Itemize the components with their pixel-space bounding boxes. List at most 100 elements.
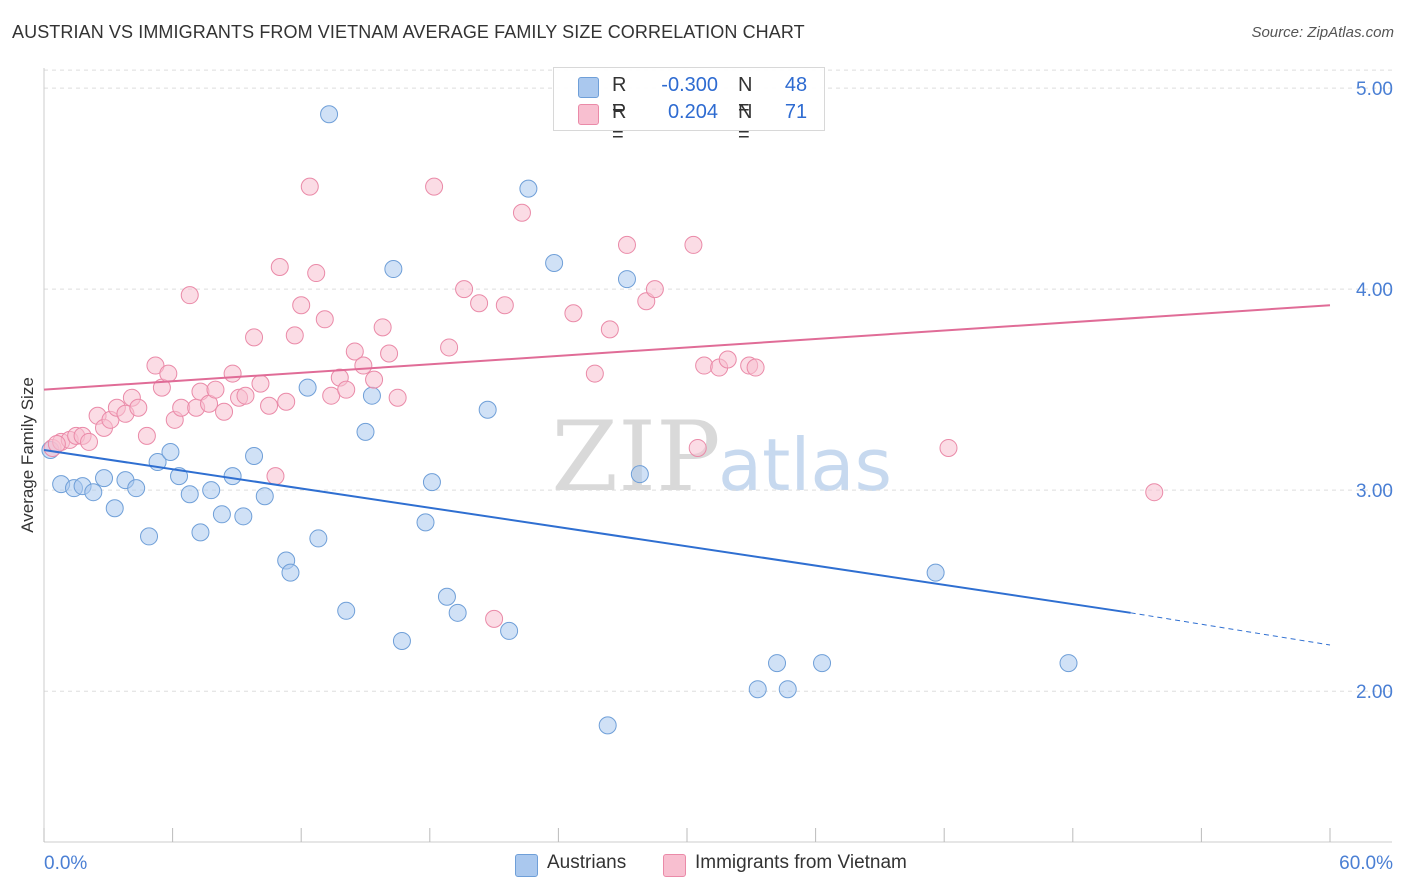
- legend-n-label: N =: [738, 74, 753, 119]
- austrians-point: [127, 479, 146, 498]
- vietnam-legend-swatch: [663, 854, 686, 877]
- chart-title: AUSTRIAN VS IMMIGRANTS FROM VIETNAM AVER…: [12, 22, 805, 42]
- vietnam-point: [939, 438, 958, 457]
- vietnam-point: [455, 280, 474, 299]
- vietnam-point: [1145, 483, 1164, 502]
- austrians-point: [813, 654, 832, 673]
- vietnam-point: [718, 350, 737, 369]
- austrians-point: [768, 654, 787, 673]
- legend-r-value: 0.204: [667, 101, 718, 123]
- vietnam-point: [215, 402, 234, 421]
- vietnam-point: [388, 388, 407, 407]
- vietnam-point: [80, 432, 99, 451]
- austrians-point: [245, 447, 264, 466]
- legend-n-label: N =: [738, 101, 753, 146]
- austrians-point: [926, 563, 945, 582]
- austrians-point: [255, 487, 274, 506]
- austrians-point: [356, 422, 375, 441]
- vietnam-points: [43, 177, 1164, 628]
- austrians-point: [84, 483, 103, 502]
- austrians-point: [519, 179, 538, 198]
- austrians-swatch: [578, 77, 599, 98]
- vietnam-trend-line: [43, 304, 1331, 391]
- austrians-trend-line: [43, 448, 1131, 614]
- legend-n-value: 71: [784, 101, 808, 123]
- trend-lines: [43, 304, 1331, 646]
- austrians-point: [748, 680, 767, 699]
- austrians-point: [212, 505, 231, 524]
- vietnam-point: [300, 177, 319, 196]
- vietnam-point: [425, 177, 444, 196]
- vietnam-point: [495, 296, 514, 315]
- watermark-zip: ZIP: [551, 401, 720, 513]
- austrians-point: [161, 442, 180, 461]
- austrians-point: [105, 499, 124, 518]
- vietnam-point: [270, 258, 289, 277]
- vietnam-point: [206, 380, 225, 399]
- vietnam-point: [251, 374, 270, 393]
- y-tick-label: 3.00: [1356, 481, 1393, 502]
- austrians-point: [630, 465, 649, 484]
- y-tick-label: 2.00: [1356, 682, 1393, 703]
- austrians-point: [281, 563, 300, 582]
- vietnam-point: [285, 326, 304, 345]
- austrians-point: [500, 621, 519, 640]
- austrians-point: [778, 680, 797, 699]
- austrians-point: [416, 513, 435, 532]
- vietnam-point: [380, 344, 399, 363]
- austrians-point: [545, 254, 564, 273]
- austrians-point: [337, 601, 356, 620]
- tick-labels: 2.00 3.00 4.00 5.00 0.0% 60.0%: [44, 79, 1393, 874]
- vietnam-point: [440, 338, 459, 357]
- vietnam-point: [266, 467, 285, 486]
- watermark-atlas: atlas: [718, 423, 892, 507]
- vietnam-point: [600, 320, 619, 339]
- austrians-point: [617, 270, 636, 289]
- austrians-point: [191, 523, 210, 542]
- vietnam-point: [512, 203, 531, 222]
- legend-n-value: 48: [784, 74, 808, 96]
- austrians-point: [422, 473, 441, 492]
- vietnam-point: [688, 438, 707, 457]
- austrians-point: [448, 603, 467, 622]
- vietnam-point: [485, 609, 504, 628]
- x-tick-label-min: 0.0%: [44, 853, 87, 874]
- y-tick-label: 4.00: [1356, 280, 1393, 301]
- vietnam-point: [470, 294, 489, 313]
- vietnam-point: [137, 426, 156, 445]
- grid-lines: [44, 69, 1392, 692]
- vietnam-point: [172, 398, 191, 417]
- vietnam-point: [345, 342, 364, 361]
- vietnam-point: [365, 370, 384, 389]
- vietnam-point: [245, 328, 264, 347]
- vietnam-point: [307, 264, 326, 283]
- x-tick-label-max: 60.0%: [1339, 853, 1393, 874]
- austrians-point: [223, 467, 242, 486]
- vietnam-point: [695, 356, 714, 375]
- austrians-point: [202, 481, 221, 500]
- austrians-point: [170, 467, 189, 486]
- vietnam-point: [146, 356, 165, 375]
- austrians-point: [234, 507, 253, 526]
- vietnam-point: [746, 358, 765, 377]
- vietnam-point: [129, 398, 148, 417]
- vietnam-point: [354, 356, 373, 375]
- austrians-point: [478, 400, 497, 419]
- vietnam-point: [223, 364, 242, 383]
- vietnam-point: [373, 318, 392, 337]
- vietnam-point: [684, 235, 703, 254]
- austrians-point: [298, 378, 317, 397]
- vietnam-swatch: [578, 104, 599, 125]
- vietnam-point: [47, 434, 66, 453]
- austrians-point: [362, 386, 381, 405]
- austrians-point: [180, 485, 199, 504]
- vietnam-point: [322, 386, 341, 405]
- legend-r-value: -0.300: [661, 74, 718, 96]
- vietnam-point: [180, 286, 199, 305]
- vietnam-point: [236, 386, 255, 405]
- source-credit: Source: ZipAtlas.com: [1251, 24, 1394, 41]
- austrians-point: [437, 587, 456, 606]
- austrians-point: [140, 527, 159, 546]
- austrians-legend-label: Austrians: [547, 852, 627, 873]
